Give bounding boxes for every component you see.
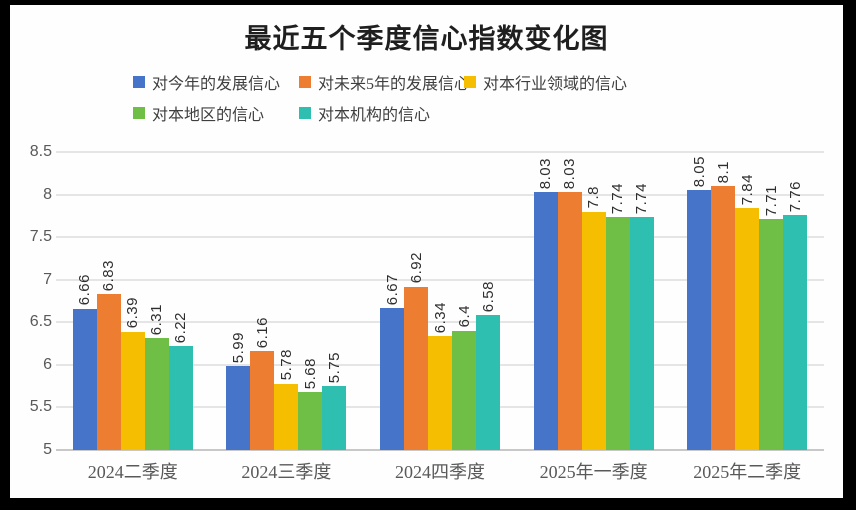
x-axis-label: 2025年一季度 (539, 462, 648, 482)
bar-value-text: 6.22 (172, 311, 190, 344)
bar-value-text: 6.34 (431, 301, 449, 333)
x-axis-label: 2024三季度 (241, 462, 332, 482)
bar (557, 192, 582, 450)
gridline (56, 278, 824, 281)
bar-value-text: 7.74 (609, 182, 627, 214)
bar (72, 308, 97, 450)
bar (581, 211, 606, 450)
bar-value-text: 7.84 (738, 173, 756, 206)
bar (96, 294, 121, 450)
bar (735, 208, 760, 450)
bar (404, 286, 428, 450)
legend-swatch-icon (299, 106, 311, 119)
legend-label: 对今年的发展信心 (152, 75, 281, 93)
bar (250, 351, 275, 450)
y-axis-label: 7 (43, 270, 52, 288)
bar-value-label: 7.74 (626, 159, 658, 214)
bar-value-text: 6.16 (253, 317, 271, 349)
bar-value-text: 6.66 (76, 274, 94, 306)
legend-item: 对本行业领域的信心 (464, 70, 627, 94)
y-axis-label: 5.5 (29, 398, 52, 416)
bar-value-label: 7.76 (779, 157, 811, 212)
legend-item: 对今年的发展信心 (133, 70, 299, 94)
bar-value-text: 5.68 (301, 357, 319, 390)
bar (476, 315, 500, 450)
bar-value-text: 5.99 (229, 331, 247, 363)
bar-value-text: 8.03 (537, 157, 555, 190)
gridline (56, 236, 824, 239)
bar-value-text: 6.83 (100, 259, 118, 292)
gridline (56, 321, 824, 324)
bar-value-text: 5.78 (277, 349, 295, 381)
bar-value-text: 8.1 (714, 160, 732, 184)
bar-value-text: 8.05 (690, 156, 708, 188)
bar (380, 307, 404, 450)
bar (274, 383, 299, 450)
bar (452, 330, 476, 450)
legend-swatch-icon (133, 75, 145, 88)
bar (533, 192, 558, 450)
gridline (56, 193, 824, 196)
bar (711, 186, 736, 450)
x-axis-label: 2024二季度 (87, 462, 178, 482)
bar-value-text: 6.67 (383, 273, 401, 305)
legend-label: 对未来5年的发展信心 (318, 75, 471, 93)
y-axis-label: 8.5 (29, 143, 52, 160)
bar (428, 335, 452, 450)
bar-value-label: 6.92 (400, 229, 432, 284)
bar (605, 216, 630, 450)
legend-swatch-icon (299, 75, 311, 88)
gridline (56, 151, 824, 153)
bar (120, 331, 145, 450)
legend-item: 对本地区的信心 (133, 101, 299, 125)
bar (226, 365, 251, 450)
y-axis-label: 7.5 (29, 228, 52, 246)
bar-value-text: 7.76 (786, 180, 804, 212)
bar-value-text: 6.92 (407, 252, 425, 284)
x-axis-line (56, 449, 824, 451)
chart-title: 最近五个季度信心指数变化图 (244, 24, 609, 54)
legend: 对今年的发展信心 对未来5年的发展信心 对本行业领域的信心对本地区的信心 对本机构的信… (133, 66, 627, 128)
x-axis-label: 2024四季度 (394, 462, 485, 482)
bar (687, 190, 712, 450)
bar-value-text: 6.4 (455, 305, 473, 328)
y-axis-label: 8 (43, 185, 52, 203)
bar (759, 219, 784, 450)
bar-value-text: 8.03 (561, 157, 579, 190)
bar (629, 216, 654, 450)
bar-value-text: 6.31 (148, 304, 166, 336)
legend-label: 对本机构的信心 (318, 106, 431, 124)
bar-value-text: 7.74 (633, 182, 651, 214)
bar-value-text: 7.71 (762, 185, 780, 217)
legend-label: 对本行业领域的信心 (483, 75, 628, 93)
bar-value-text: 5.75 (325, 351, 343, 384)
bar-value-text: 7.8 (585, 186, 603, 209)
y-axis-label: 5 (43, 441, 52, 458)
bar-value-text: 6.58 (479, 281, 497, 313)
plot-area: 8.5 8 7.5 7 6.5 6 5.5 5 6.66 6.83 6.39 6.31 6.22 2024… (10, 5, 843, 498)
legend-swatch-icon (464, 75, 476, 88)
chart-canvas: 最近五个季度信心指数变化图 对今年的发展信心 对未来5年的发展信心 对本行业领域的信… (10, 5, 843, 498)
legend-label: 对本地区的信心 (152, 106, 265, 124)
y-axis-label: 6 (43, 355, 52, 373)
bar (168, 346, 193, 450)
bar (322, 386, 347, 450)
bar (298, 392, 323, 450)
bar-value-label: 6.58 (472, 257, 504, 312)
bar (783, 215, 808, 450)
bar-value-label: 5.75 (318, 328, 350, 383)
y-axis-label: 6.5 (29, 313, 52, 331)
legend-item: 对未来5年的发展信心 (299, 70, 470, 94)
legend-swatch-icon (133, 106, 145, 119)
legend-item: 对本机构的信心 (299, 101, 464, 125)
bar (144, 338, 169, 450)
bar-value-label: 6.22 (165, 288, 197, 343)
bar-value-text: 6.39 (124, 297, 142, 329)
x-axis-label: 2025年二季度 (693, 462, 802, 482)
